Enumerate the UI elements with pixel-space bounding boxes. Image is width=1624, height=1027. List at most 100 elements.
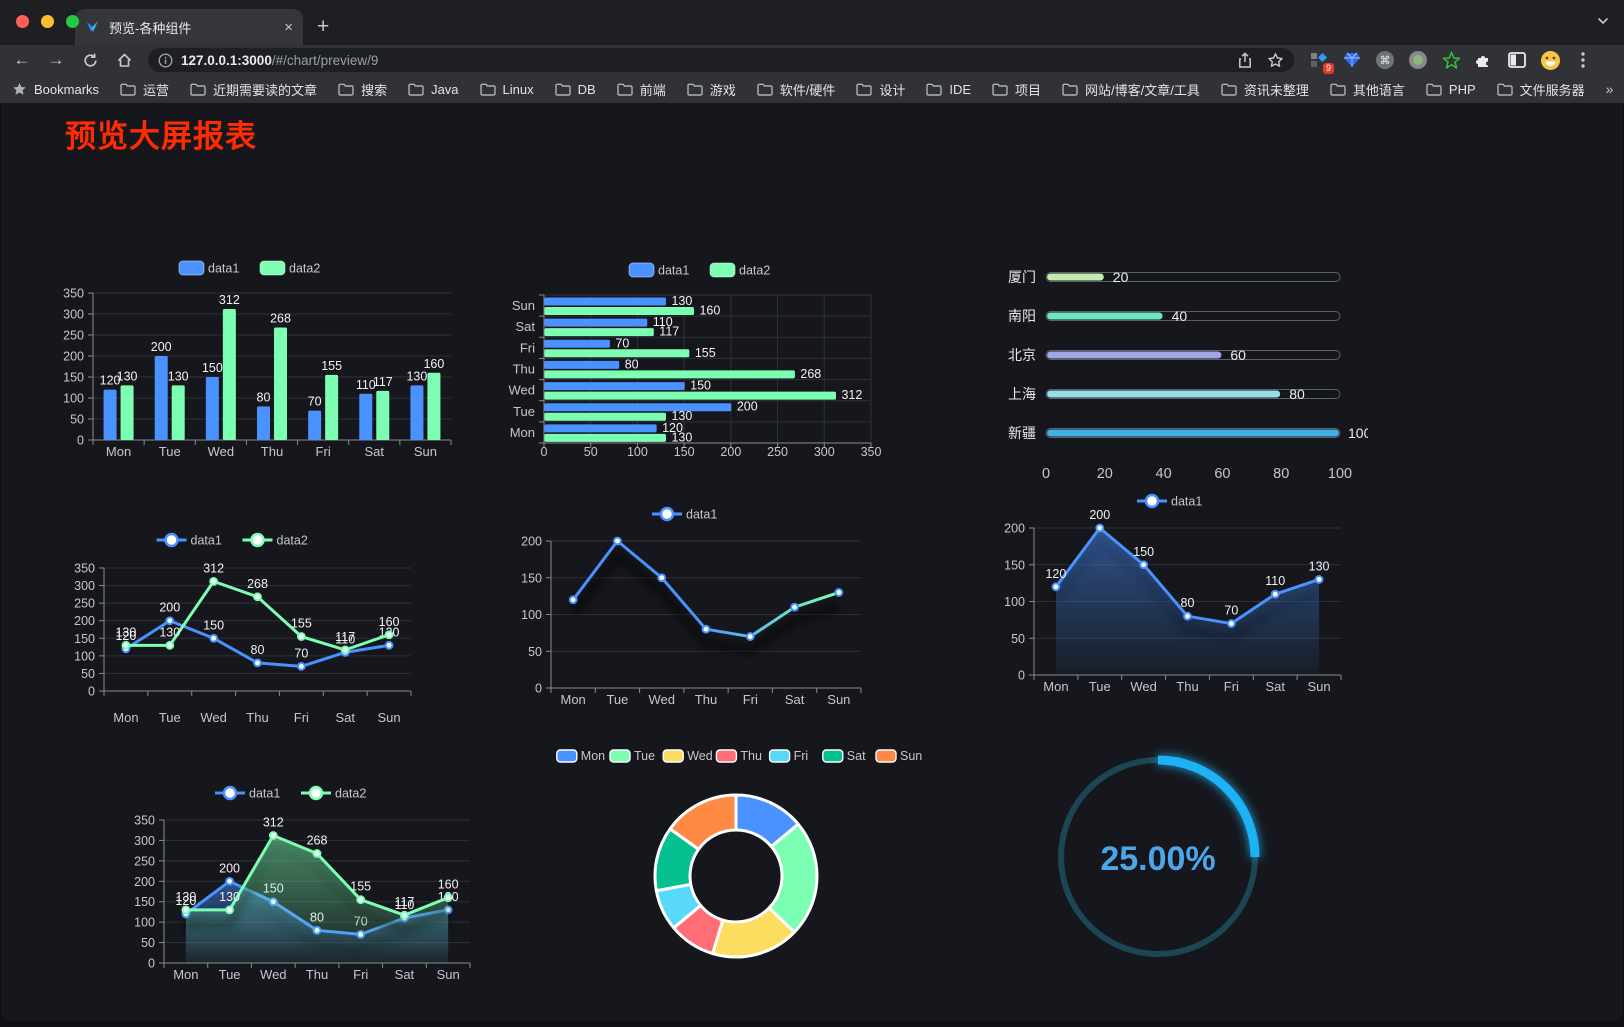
- home-button[interactable]: [110, 47, 138, 73]
- svg-text:0: 0: [541, 445, 548, 459]
- window-controls[interactable]: [16, 15, 79, 28]
- folder-icon: [1496, 83, 1513, 96]
- bookmark-folder[interactable]: 其他语言: [1330, 80, 1405, 99]
- svg-text:160: 160: [699, 304, 720, 318]
- svg-text:data2: data2: [277, 534, 308, 548]
- bookmark-folder[interactable]: 项目: [992, 80, 1041, 99]
- svg-text:Sun: Sun: [414, 444, 437, 459]
- puzzle-icon: [1476, 56, 1488, 67]
- bookmark-folder[interactable]: 软件/硬件: [757, 80, 836, 99]
- svg-text:100: 100: [1348, 425, 1368, 441]
- svg-text:155: 155: [321, 359, 342, 373]
- bookmark-folder-label: 文件服务器: [1519, 82, 1585, 98]
- svg-text:100: 100: [1004, 595, 1025, 609]
- svg-text:110: 110: [394, 898, 414, 912]
- svg-text:100: 100: [521, 608, 542, 622]
- close-window-button[interactable]: [16, 15, 29, 28]
- bookmark-folder[interactable]: PHP: [1426, 80, 1476, 99]
- bookmark-folder[interactable]: 文件服务器: [1496, 80, 1585, 99]
- reload-button[interactable]: [76, 47, 104, 73]
- bookmark-folder-label: 软件/硬件: [779, 82, 836, 98]
- zoom-window-button[interactable]: [66, 15, 79, 28]
- svg-text:150: 150: [134, 895, 155, 909]
- browser-menu-button[interactable]: [1572, 49, 1594, 71]
- svg-text:70: 70: [615, 336, 629, 350]
- chart-gauge[interactable]: 25.00%: [1047, 747, 1269, 969]
- back-button[interactable]: ←: [13, 50, 31, 69]
- tab-close-icon[interactable]: ×: [284, 18, 293, 36]
- extension-grid-icon[interactable]: 9: [1308, 49, 1334, 74]
- svg-text:Sun: Sun: [1308, 679, 1331, 694]
- bookmarks-overflow-button[interactable]: »: [1605, 81, 1614, 97]
- svg-text:130: 130: [671, 430, 692, 444]
- bookmark-folder[interactable]: 网站/博客/文章/工具: [1062, 80, 1200, 99]
- svg-text:上海: 上海: [1008, 386, 1036, 402]
- svg-text:130: 130: [671, 294, 692, 308]
- profile-avatar[interactable]: [1539, 49, 1561, 71]
- svg-text:130: 130: [1309, 559, 1330, 573]
- chart-line-two-series[interactable]: data1 data2 0 50 100 150 200 250 300 350 Mon Tue Wed…: [46, 525, 421, 737]
- chevron-down-icon[interactable]: [1596, 14, 1610, 28]
- chart-donut[interactable]: Mon Tue Wed Thu Fri Sat Sun: [553, 743, 923, 978]
- bookmarks-bar: Bookmarks 运营 近期需要读的文章 搜索 Java Linux DB 前端 游戏 软件/…: [0, 75, 1624, 103]
- svg-text:80: 80: [1289, 386, 1305, 402]
- svg-text:0: 0: [1018, 669, 1025, 683]
- folder-icon: [408, 83, 424, 96]
- chart-line-gradient[interactable]: data1 0 50 100 150 200 Mon Tue Wed Thu Fri Sat Sun: [501, 503, 871, 713]
- side-panel-button[interactable]: [1506, 49, 1528, 71]
- bookmarks-manager[interactable]: Bookmarks: [12, 82, 99, 97]
- svg-text:120: 120: [100, 374, 121, 388]
- browser-tab[interactable]: 预览-各种组件 ×: [75, 9, 303, 45]
- extensions-puzzle-button[interactable]: [1473, 49, 1495, 71]
- forward-button[interactable]: →: [47, 50, 65, 69]
- svg-text:268: 268: [247, 577, 268, 591]
- url-host: 127.0.0.1:3000: [181, 52, 272, 68]
- bookmark-folder[interactable]: Linux: [479, 80, 534, 99]
- site-info-icon[interactable]: [158, 52, 173, 68]
- svg-text:Mon: Mon: [173, 967, 198, 982]
- svg-text:117: 117: [394, 895, 414, 909]
- tab-title: 预览-各种组件: [109, 20, 192, 36]
- bookmark-folder[interactable]: IDE: [926, 80, 971, 99]
- svg-text:data1: data1: [208, 262, 239, 276]
- extension-gem-icon[interactable]: [1341, 49, 1363, 71]
- svg-text:130: 130: [219, 890, 240, 904]
- address-bar[interactable]: 127.0.0.1:3000/#/chart/preview/9: [148, 48, 1294, 72]
- bookmark-folder[interactable]: 运营: [120, 80, 169, 99]
- svg-text:Sat: Sat: [1265, 679, 1285, 694]
- bookmark-star-icon[interactable]: [1267, 52, 1284, 69]
- bookmark-folder[interactable]: 设计: [856, 80, 905, 99]
- bookmark-folder[interactable]: 游戏: [687, 80, 736, 99]
- svg-text:250: 250: [134, 854, 155, 868]
- bookmark-folder-list: 运营 近期需要读的文章 搜索 Java Linux DB 前端 游戏 软件/硬件 设计 IDE 项目 网…: [120, 80, 1606, 99]
- bookmark-folder[interactable]: 前端: [616, 80, 666, 99]
- svg-text:40: 40: [1172, 308, 1188, 324]
- folder-icon: [1062, 83, 1078, 96]
- folder-icon: [120, 83, 136, 96]
- new-tab-button[interactable]: +: [317, 15, 330, 38]
- bookmark-folder[interactable]: Java: [408, 80, 459, 99]
- bookmark-folder-label: 网站/博客/文章/工具: [1085, 82, 1200, 98]
- svg-text:data1: data1: [1171, 495, 1202, 509]
- folder-icon: [1426, 83, 1442, 96]
- bookmark-folder[interactable]: 资讯未整理: [1221, 80, 1309, 99]
- chart-progress-bars[interactable]: 厦门 20 南阳 40 北京 60 上海 80 新疆 100 0 20 40 60 80 100: [996, 261, 1368, 486]
- minimize-window-button[interactable]: [41, 15, 54, 28]
- bookmark-folder[interactable]: 近期需要读的文章: [190, 80, 317, 99]
- share-icon[interactable]: [1237, 51, 1253, 69]
- chart-line-area-single[interactable]: data1 0 50 100 150 200 Mon Tue Wed Thu Fri Sat Sun 12…: [986, 493, 1356, 701]
- bookmark-folder[interactable]: 搜索: [338, 80, 387, 99]
- svg-text:50: 50: [1011, 632, 1025, 646]
- chart-line-area-two[interactable]: data1 data2 0 50 100 150 200 250 300 350 Mon Tue Wed…: [106, 781, 478, 991]
- chart-bar-vertical[interactable]: data1 data2 0 50 100 150 200 250 300 350 Mon Tue Wed…: [41, 253, 461, 468]
- extension-star-icon[interactable]: [1440, 49, 1462, 71]
- extension-command-icon[interactable]: ⌘: [1374, 49, 1396, 71]
- chart-bar-horizontal[interactable]: data1 data2 0 50 100 150 200 250 300 350 Mon 120 130…: [506, 255, 896, 467]
- svg-text:155: 155: [695, 346, 716, 360]
- svg-text:Tue: Tue: [219, 967, 241, 982]
- bookmark-folder-label: 近期需要读的文章: [213, 82, 318, 98]
- url-text[interactable]: 127.0.0.1:3000/#/chart/preview/9: [181, 53, 1229, 68]
- bookmark-folder-label: 运营: [143, 82, 170, 98]
- bookmark-folder[interactable]: DB: [554, 80, 596, 99]
- extension-record-icon[interactable]: [1407, 49, 1429, 71]
